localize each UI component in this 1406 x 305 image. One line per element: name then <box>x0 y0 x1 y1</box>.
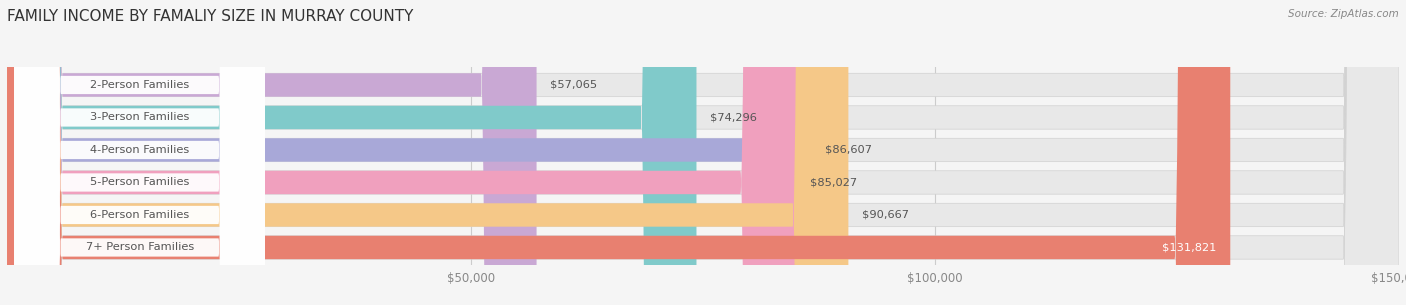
FancyBboxPatch shape <box>14 0 264 305</box>
FancyBboxPatch shape <box>7 0 1399 305</box>
FancyBboxPatch shape <box>14 0 264 305</box>
Text: 6-Person Families: 6-Person Families <box>90 210 190 220</box>
Text: $131,821: $131,821 <box>1161 242 1216 253</box>
Text: 2-Person Families: 2-Person Families <box>90 80 190 90</box>
FancyBboxPatch shape <box>14 0 264 305</box>
Text: $57,065: $57,065 <box>551 80 598 90</box>
Text: 4-Person Families: 4-Person Families <box>90 145 190 155</box>
Text: $74,296: $74,296 <box>710 113 758 123</box>
FancyBboxPatch shape <box>7 0 696 305</box>
Text: Source: ZipAtlas.com: Source: ZipAtlas.com <box>1288 9 1399 19</box>
Text: 5-Person Families: 5-Person Families <box>90 178 190 188</box>
FancyBboxPatch shape <box>14 0 264 305</box>
FancyBboxPatch shape <box>7 0 1399 305</box>
FancyBboxPatch shape <box>7 0 1399 305</box>
FancyBboxPatch shape <box>14 0 264 305</box>
FancyBboxPatch shape <box>7 0 811 305</box>
Text: FAMILY INCOME BY FAMALIY SIZE IN MURRAY COUNTY: FAMILY INCOME BY FAMALIY SIZE IN MURRAY … <box>7 9 413 24</box>
FancyBboxPatch shape <box>14 0 264 305</box>
Text: $85,027: $85,027 <box>810 178 858 188</box>
FancyBboxPatch shape <box>7 0 1230 305</box>
Text: 7+ Person Families: 7+ Person Families <box>86 242 194 253</box>
FancyBboxPatch shape <box>7 0 1399 305</box>
FancyBboxPatch shape <box>7 0 796 305</box>
Text: $90,667: $90,667 <box>862 210 910 220</box>
FancyBboxPatch shape <box>7 0 848 305</box>
Text: $86,607: $86,607 <box>825 145 872 155</box>
FancyBboxPatch shape <box>7 0 1399 305</box>
FancyBboxPatch shape <box>7 0 1399 305</box>
FancyBboxPatch shape <box>7 0 537 305</box>
Text: 3-Person Families: 3-Person Families <box>90 113 190 123</box>
